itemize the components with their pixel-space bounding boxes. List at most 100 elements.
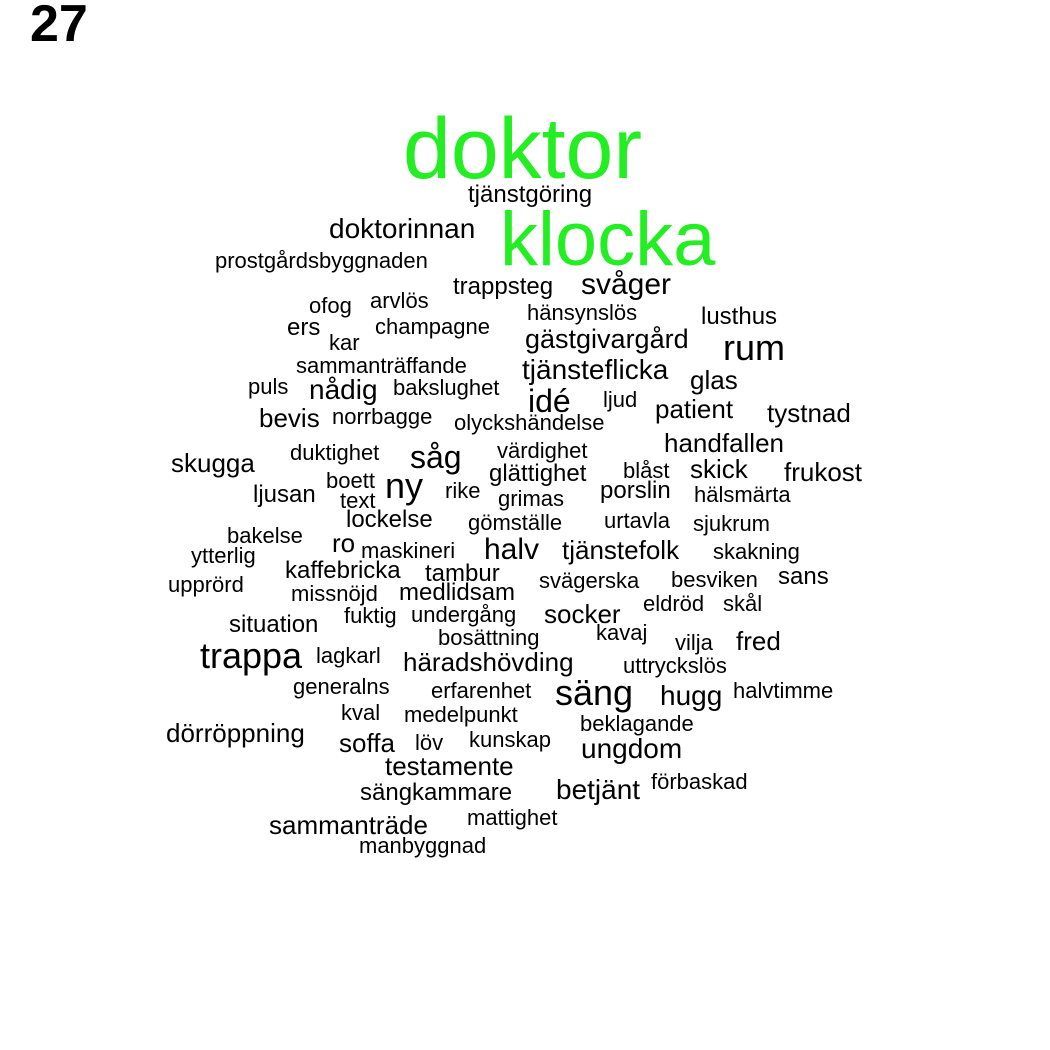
word-ytterlig: ytterlig <box>191 543 256 569</box>
word-tjanstefolk: tjänstefolk <box>562 534 680 565</box>
word-boett: boett <box>326 468 375 494</box>
word-arvlos: arvlös <box>370 288 429 314</box>
word-skal: skål <box>723 591 763 617</box>
word-duktighet: duktighet <box>290 440 380 466</box>
word-tjanstgoring: tjänstgöring <box>468 181 593 209</box>
word-lockelse: lockelse <box>346 506 433 534</box>
word-grimas: grimas <box>498 486 565 512</box>
word-ide: idé <box>528 383 571 420</box>
word-medlidsam: medlidsam <box>399 579 516 607</box>
word-vardighet: värdighet <box>497 438 588 464</box>
word-skugga: skugga <box>171 447 255 478</box>
word-trappsteg: trappsteg <box>453 273 554 301</box>
word-blast: blåst <box>623 458 670 484</box>
word-lusthus: lusthus <box>701 303 778 331</box>
word-ers: ers <box>287 314 321 342</box>
word-bakslughet: bakslughet <box>393 375 500 401</box>
word-porslin: porslin <box>600 477 671 505</box>
word-gastgivargard: gästgivargård <box>525 323 689 354</box>
word-ofog: ofog <box>309 293 352 319</box>
word-forbaskad: förbaskad <box>651 769 748 795</box>
word-kar: kar <box>329 330 360 356</box>
word-sammantrade: sammanträde <box>269 809 428 840</box>
word-missnojd: missnöjd <box>291 581 378 607</box>
word-rum: rum <box>723 326 785 368</box>
word-generalns: generalns <box>293 674 390 700</box>
page-number: 27 <box>30 0 88 53</box>
word-kunskap: kunskap <box>469 727 551 753</box>
word-patient: patient <box>655 393 734 424</box>
word-dorroppning: dörröppning <box>166 717 305 748</box>
word-hugg: hugg <box>660 679 723 711</box>
word-uttryckslos: uttryckslös <box>623 653 727 679</box>
word-manbyggnad: manbyggnad <box>359 833 487 859</box>
word-kaffebricka: kaffebricka <box>285 557 401 585</box>
word-sans: sans <box>778 563 829 591</box>
word-text: text <box>340 488 376 514</box>
word-urtavla: urtavla <box>604 508 671 534</box>
word-haradshovding: häradshövding <box>403 646 574 677</box>
word-sag: såg <box>410 439 462 476</box>
word-halsmarta: hälsmärta <box>694 482 791 508</box>
word-soffa: soffa <box>339 727 395 758</box>
word-bakelse: bakelse <box>227 523 303 549</box>
word-gomstalle: gömställe <box>468 510 563 536</box>
word-halv: halv <box>484 533 540 566</box>
word-tambur: tambur <box>425 560 500 588</box>
word-betjant: betjänt <box>556 773 641 805</box>
word-doktorinnan: doktorinnan <box>329 212 476 244</box>
word-upprord: upprörd <box>168 572 244 598</box>
word-tystnad: tystnad <box>767 397 851 428</box>
word-mattighet: mattighet <box>467 805 558 831</box>
word-ljusan: ljusan <box>253 481 316 509</box>
word-norrbagge: norrbagge <box>332 404 433 430</box>
word-trappa: trappa <box>200 634 303 676</box>
word-olyckshandelse: olyckshändelse <box>454 410 605 436</box>
word-rike: rike <box>445 478 481 504</box>
word-bosattning: bosättning <box>438 625 540 651</box>
word-prostgardsbyggnaden: prostgårdsbyggnaden <box>215 248 428 274</box>
word-eldrod: eldröd <box>643 591 705 617</box>
word-maskineri: maskineri <box>361 538 456 564</box>
word-halvtimme: halvtimme <box>733 678 834 704</box>
word-lov: löv <box>415 730 444 756</box>
word-kval: kval <box>341 700 381 726</box>
word-frukost: frukost <box>784 456 863 487</box>
word-situation: situation <box>229 611 319 639</box>
word-hansynslos: hänsynslös <box>527 300 638 326</box>
word-svager: svåger <box>581 268 672 301</box>
word-handfallen: handfallen <box>664 427 784 458</box>
word-svagerska: svägerska <box>539 568 640 594</box>
word-skakning: skakning <box>713 539 800 565</box>
word-socker: socker <box>544 598 621 629</box>
word-beklagande: beklagande <box>580 711 694 737</box>
word-sjukrum: sjukrum <box>693 511 771 537</box>
word-sammantraffande: sammanträffande <box>296 353 467 379</box>
word-ny: ny <box>385 464 424 506</box>
word-tjansteflicka: tjänsteflicka <box>522 353 669 385</box>
word-medelpunkt: medelpunkt <box>404 702 518 728</box>
word-doktor: doktor <box>403 100 643 197</box>
word-sangkammare: sängkammare <box>360 779 513 807</box>
word-klocka: klocka <box>500 196 716 282</box>
word-erfarenhet: erfarenhet <box>431 678 532 704</box>
word-puls: puls <box>248 374 289 400</box>
word-glattighet: glättighet <box>489 460 587 488</box>
word-fred: fred <box>736 625 781 656</box>
word-champagne: champagne <box>375 314 490 340</box>
word-kavaj: kavaj <box>596 620 648 646</box>
word-sang: säng <box>555 671 634 713</box>
word-besviken: besviken <box>671 567 758 593</box>
word-lagkarl: lagkarl <box>316 643 381 669</box>
word-glas: glas <box>690 364 738 395</box>
word-bevis: bevis <box>259 402 320 433</box>
word-ro: ro <box>332 527 356 558</box>
word-testamente: testamente <box>385 750 514 781</box>
word-fuktig: fuktig <box>344 603 397 629</box>
word-vilja: vilja <box>675 630 713 656</box>
word-undergang: undergång <box>411 602 517 628</box>
word-ljud: ljud <box>603 387 638 413</box>
word-nadig: nådig <box>309 373 378 405</box>
word-skick: skick <box>690 453 748 484</box>
